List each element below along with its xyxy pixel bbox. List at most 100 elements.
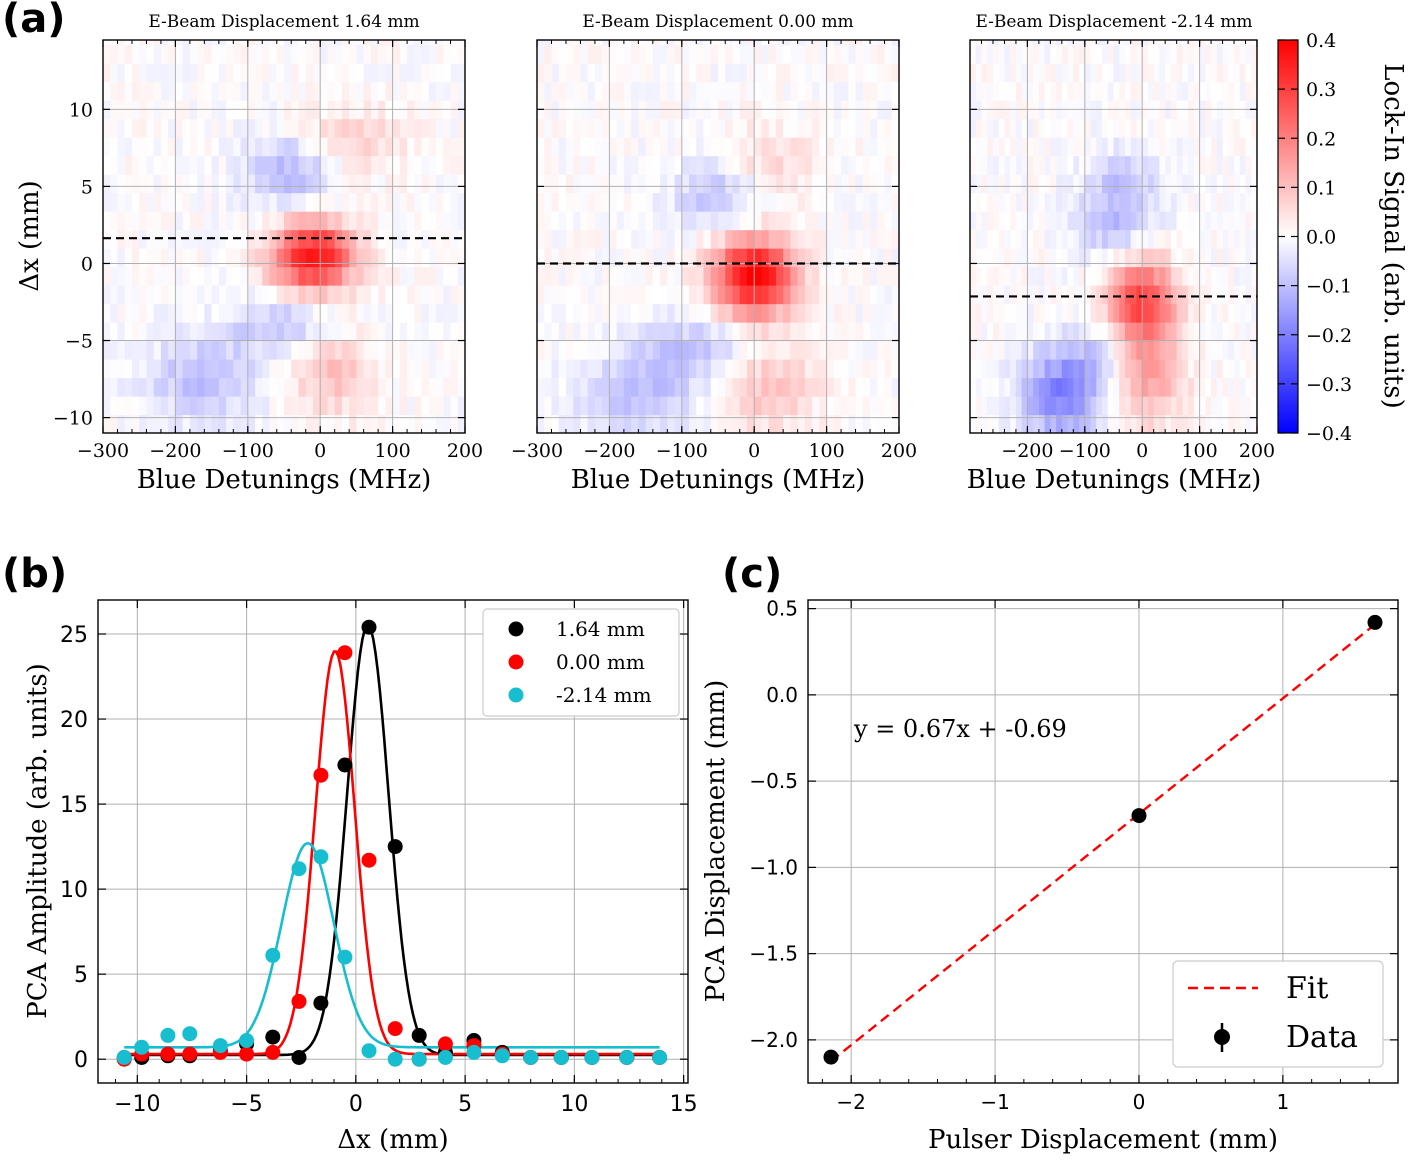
heatmap-cell	[739, 248, 748, 268]
heatmap-cell	[681, 155, 690, 175]
heatmap-cell	[1234, 285, 1241, 305]
heatmap-cell	[450, 81, 459, 101]
heatmap-cell	[211, 266, 220, 286]
heatmap-cell	[1056, 285, 1063, 305]
heatmap-cell	[349, 266, 357, 286]
heatmap-cell	[1205, 44, 1212, 64]
heatmap-cell	[645, 396, 654, 416]
heatmap-cell	[1119, 285, 1126, 305]
heatmap-cell	[537, 359, 545, 379]
heatmap-cell	[334, 118, 343, 138]
heatmap-cell	[1170, 396, 1178, 416]
heatmap-cell	[1124, 211, 1132, 231]
heatmap-cell	[276, 266, 285, 286]
heatmap-cell	[421, 63, 430, 83]
heatmap-cell	[153, 248, 162, 268]
heatmap-cell	[1182, 266, 1189, 286]
heatmap-cell	[1228, 229, 1235, 249]
heatmap-cell	[992, 285, 1000, 305]
heatmap-cell	[1113, 40, 1120, 46]
heatmap-cell	[1188, 44, 1195, 64]
x-axis-label: Δx (mm)	[337, 1125, 448, 1155]
heatmap-cell	[841, 322, 849, 342]
heatmap-cell	[320, 322, 329, 342]
heatmap-cell	[1090, 248, 1097, 268]
heatmap-cell	[1056, 137, 1063, 157]
heatmap-cell	[1119, 40, 1126, 46]
heatmap-cell	[841, 63, 849, 83]
heatmap-cell	[623, 81, 632, 101]
heatmap-cell	[638, 266, 647, 286]
heatmap-cell	[681, 303, 690, 323]
heatmap-cell	[1193, 266, 1201, 286]
heatmap-cell	[1130, 285, 1138, 305]
heatmap-cell	[667, 174, 676, 194]
legend-box	[482, 608, 680, 717]
heatmap-cell	[363, 377, 372, 397]
heatmap-cell	[1090, 44, 1097, 64]
heatmap-cell	[587, 137, 596, 157]
heatmap-cell	[153, 211, 162, 231]
heatmap-cell	[602, 155, 610, 175]
heatmap-cell	[1096, 340, 1103, 360]
heatmap-cell	[739, 137, 748, 157]
heatmap-cell	[1176, 81, 1183, 101]
heatmap-cell	[160, 155, 169, 175]
heatmap-cell	[1251, 211, 1257, 231]
heatmap-cell	[1119, 396, 1126, 416]
heatmap-cell	[312, 155, 321, 175]
heatmap-cell	[1159, 211, 1166, 231]
heatmap-cell	[182, 303, 191, 323]
heatmap-cell	[877, 322, 886, 342]
heatmap-cell	[638, 396, 647, 416]
heatmap-cell	[110, 414, 119, 433]
heatmap-cell	[1124, 137, 1132, 157]
heatmap-cell	[580, 192, 589, 212]
heatmap-cell	[855, 359, 864, 379]
heatmap-cell	[746, 303, 755, 323]
heatmap-cell	[320, 377, 329, 397]
heatmap-cell	[189, 248, 198, 268]
heatmap-cell	[1061, 155, 1069, 175]
heatmap-cell	[703, 359, 712, 379]
heatmap-cell	[775, 396, 784, 416]
heatmap-cell	[1211, 248, 1218, 268]
heatmap-cell	[703, 377, 712, 397]
heatmap-cell	[696, 81, 705, 101]
heatmap-cell	[276, 118, 285, 138]
heatmap-cell	[1239, 414, 1247, 433]
heatmap-cell	[1056, 396, 1063, 416]
heatmap-cell	[616, 359, 625, 379]
heatmap-cell	[160, 396, 169, 416]
heatmap-cell	[436, 285, 444, 305]
heatmap-cell	[1170, 229, 1178, 249]
heatmap-cell	[189, 137, 198, 157]
heatmap-cell	[537, 340, 545, 360]
heatmap-cell	[1153, 266, 1161, 286]
heatmap-cell	[139, 174, 148, 194]
heatmap-cell	[804, 155, 813, 175]
heatmap-cell	[1061, 137, 1069, 157]
heatmap-cell	[681, 211, 690, 231]
heatmap-cell	[1165, 396, 1172, 416]
data-point	[1131, 808, 1147, 824]
y-axis-label: Δx (mm)	[15, 180, 45, 291]
heatmap-cell	[327, 63, 336, 83]
heatmap-cell	[739, 44, 748, 64]
heatmap-cell	[674, 322, 683, 342]
heatmap-cell	[291, 285, 300, 305]
heatmap-cell	[609, 359, 618, 379]
heatmap-cell	[855, 211, 864, 231]
heatmap-cell	[1010, 44, 1017, 64]
heatmap-cell	[667, 396, 676, 416]
heatmap-cell	[1142, 266, 1149, 286]
heatmap-cell	[291, 40, 300, 46]
heatmap-cell	[356, 81, 365, 101]
heatmap-cell	[175, 248, 184, 268]
heatmap-cell	[1136, 211, 1143, 231]
heatmap-cell	[1090, 266, 1097, 286]
heatmap-cell	[761, 63, 770, 83]
heatmap-cell	[312, 174, 321, 194]
heatmap-cell	[1251, 192, 1257, 212]
heatmap-cell	[855, 396, 864, 416]
